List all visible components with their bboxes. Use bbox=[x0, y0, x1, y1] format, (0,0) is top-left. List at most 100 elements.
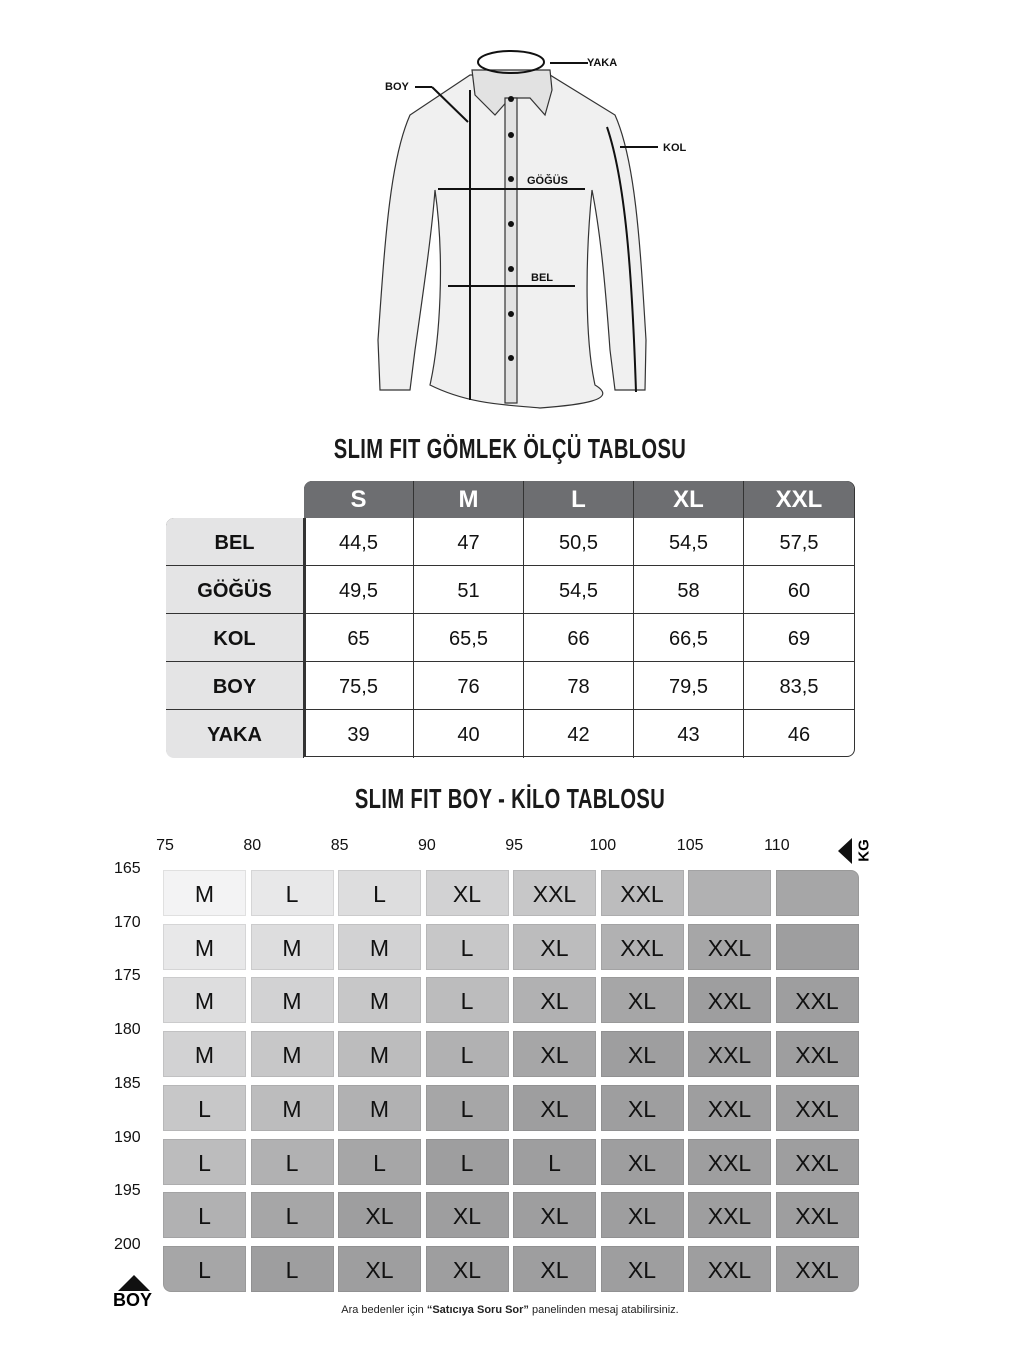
weight-cell: L bbox=[425, 923, 509, 970]
size-cell: 54,5 bbox=[524, 566, 634, 614]
weight-cell: XL bbox=[425, 1192, 509, 1239]
size-table-title: SLIM FIT GÖMLEK ÖLÇÜ TABLOSU bbox=[333, 433, 687, 464]
weight-cell: L bbox=[163, 1245, 246, 1292]
weight-cell: XL bbox=[513, 1031, 596, 1078]
kg-tick: 100 bbox=[589, 837, 617, 854]
weight-table-title: SLIM FIT BOY - KİLO TABLOSU bbox=[354, 783, 666, 814]
shirt-diagram bbox=[377, 50, 658, 409]
size-cell: 78 bbox=[524, 662, 634, 710]
weight-cell: XL bbox=[338, 1245, 421, 1292]
collar bbox=[471, 69, 553, 117]
weight-cell: XXL bbox=[688, 977, 771, 1024]
label-boy: BOY bbox=[385, 81, 409, 93]
boy-tick: 165 bbox=[114, 860, 141, 877]
buttons bbox=[508, 96, 514, 361]
label-gogus: GÖĞÜS bbox=[527, 175, 568, 187]
weight-cell: L bbox=[513, 1138, 596, 1185]
size-col-header: S bbox=[304, 481, 414, 518]
weight-cell: XL bbox=[513, 923, 596, 970]
footer-post: panelinden mesaj atabilirsiniz. bbox=[528, 1304, 679, 1316]
weight-cell: M bbox=[338, 1084, 421, 1131]
weight-cell: XXL bbox=[600, 870, 684, 916]
size-cell: 60 bbox=[744, 566, 854, 614]
weight-cell bbox=[775, 923, 859, 970]
size-cell: 66 bbox=[524, 614, 634, 662]
weight-cell: M bbox=[163, 870, 246, 916]
size-cell: 65 bbox=[304, 614, 414, 662]
weight-cell: L bbox=[425, 977, 509, 1024]
weight-cell: XXL bbox=[513, 870, 596, 916]
weight-cell: XXL bbox=[688, 1192, 771, 1239]
kg-label: KG bbox=[855, 839, 873, 862]
weight-cell: XL bbox=[600, 1031, 684, 1078]
kg-arrow-icon bbox=[838, 838, 852, 864]
weight-cell: XXL bbox=[775, 1084, 859, 1131]
weight-cell: XXL bbox=[775, 1138, 859, 1185]
weight-cell: XL bbox=[425, 870, 509, 916]
weight-cell: L bbox=[250, 1245, 334, 1292]
weight-cell: XXL bbox=[775, 1192, 859, 1239]
size-row-label: GÖĞÜS bbox=[166, 566, 304, 614]
weight-cell: XXL bbox=[688, 1245, 771, 1292]
boy-label: BOY bbox=[113, 1290, 153, 1310]
size-row-label: BOY bbox=[166, 662, 304, 710]
weight-cell: XL bbox=[513, 1192, 596, 1239]
kg-tick: 85 bbox=[330, 837, 349, 854]
size-cell: 47 bbox=[414, 518, 524, 566]
size-row-label: BEL bbox=[166, 518, 304, 566]
weight-cell: XL bbox=[600, 1084, 684, 1131]
weight-cell: M bbox=[338, 1031, 421, 1078]
size-cell: 40 bbox=[414, 710, 524, 758]
size-col-header: M bbox=[414, 481, 524, 518]
boy-arrow-icon bbox=[118, 1275, 150, 1291]
size-cell: 46 bbox=[787, 724, 811, 746]
size-cell: 58 bbox=[634, 566, 744, 614]
weight-cell: L bbox=[338, 870, 421, 916]
kg-tick: 95 bbox=[505, 837, 524, 854]
size-cell: 50,5 bbox=[524, 518, 634, 566]
weight-cell: XL bbox=[600, 1138, 684, 1185]
boy-tick: 180 bbox=[114, 1021, 141, 1039]
weight-cell: L bbox=[163, 1138, 246, 1185]
weight-cell: XL bbox=[425, 1245, 509, 1292]
kg-tick: 105 bbox=[676, 837, 704, 854]
size-cell: 66,5 bbox=[634, 614, 744, 662]
boy-tick: 190 bbox=[114, 1128, 141, 1146]
size-cell: 51 bbox=[414, 566, 524, 614]
label-kol: KOL bbox=[663, 142, 687, 154]
size-cell: 42 bbox=[524, 710, 634, 758]
size-cell: 69 bbox=[744, 614, 854, 662]
size-col-header: XXL bbox=[744, 481, 854, 518]
weight-cell: XL bbox=[513, 1084, 596, 1131]
size-cell: 79,5 bbox=[634, 662, 744, 710]
kg-tick: 110 bbox=[764, 837, 790, 854]
weight-cell: L bbox=[250, 1192, 334, 1239]
weight-cell: XL bbox=[600, 1245, 684, 1292]
size-cell: 57,5 bbox=[744, 518, 854, 566]
weight-cell: M bbox=[250, 1084, 334, 1131]
weight-cell: M bbox=[163, 977, 246, 1024]
weight-cell: L bbox=[425, 1031, 509, 1078]
size-col-header: L bbox=[524, 481, 634, 518]
boy-tick: 195 bbox=[114, 1182, 141, 1200]
kg-tick: 80 bbox=[243, 837, 262, 854]
boy-tick: 170 bbox=[114, 913, 141, 931]
size-cell: 54,5 bbox=[634, 518, 744, 566]
weight-cell: XXL bbox=[688, 1138, 771, 1185]
size-cell: 44,5 bbox=[304, 518, 414, 566]
footer-note: Ara bedenler için “Satıcıya Soru Sor” pa… bbox=[0, 1304, 1020, 1316]
weight-cell bbox=[688, 870, 771, 916]
size-cell: 43 bbox=[634, 710, 744, 758]
kg-tick: 90 bbox=[417, 837, 436, 854]
weight-cell: XXL bbox=[775, 1245, 859, 1292]
weight-cell: XL bbox=[513, 977, 596, 1024]
weight-cell: XXL bbox=[600, 923, 684, 970]
weight-cell: XXL bbox=[775, 977, 859, 1024]
weight-cell: L bbox=[425, 1084, 509, 1131]
weight-cell: XXL bbox=[688, 1084, 771, 1131]
weight-cell: M bbox=[338, 977, 421, 1024]
weight-cell: M bbox=[250, 923, 334, 970]
size-col-header: XL bbox=[634, 481, 744, 518]
size-row-label: KOL bbox=[166, 614, 304, 662]
label-bel: BEL bbox=[531, 272, 553, 284]
